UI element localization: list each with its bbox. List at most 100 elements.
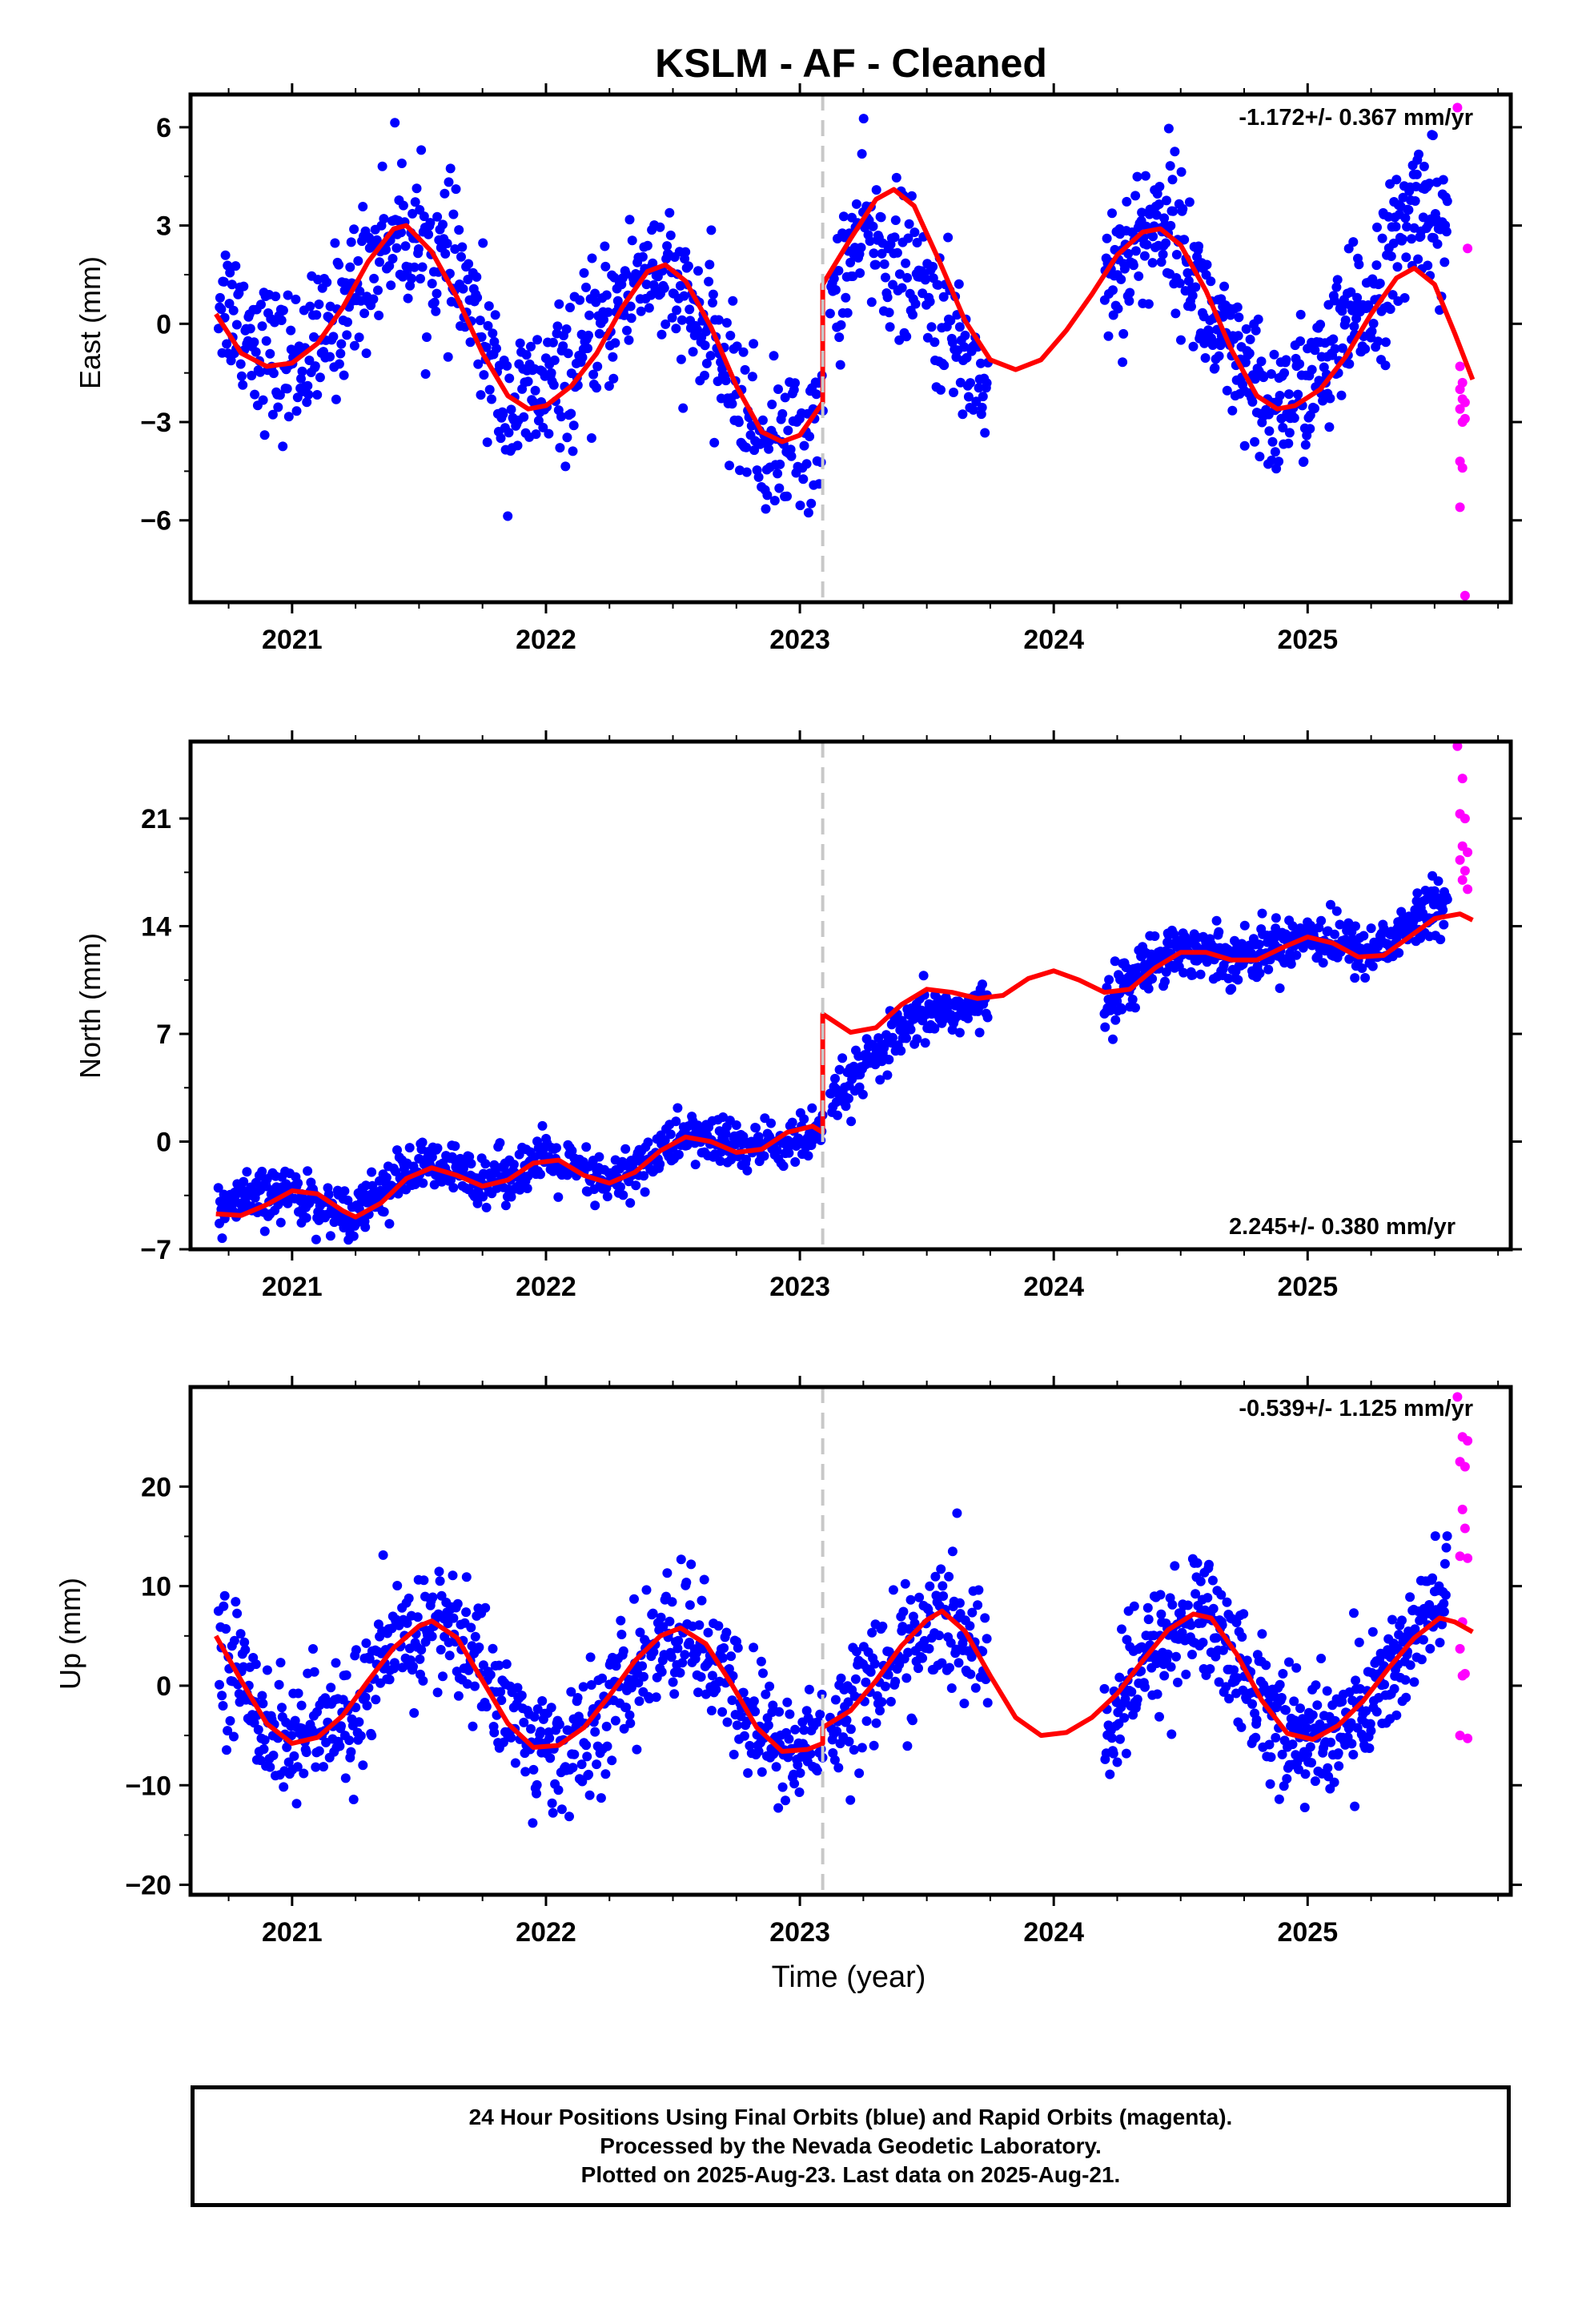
east-final-point bbox=[1310, 345, 1320, 356]
up-final-point bbox=[1108, 1748, 1118, 1759]
up-final-point bbox=[727, 1695, 737, 1706]
east-final-point bbox=[407, 273, 416, 283]
up-final-point bbox=[384, 1675, 395, 1685]
east-final-point bbox=[1295, 336, 1306, 346]
up-final-point bbox=[554, 1719, 564, 1730]
east-final-point bbox=[427, 279, 437, 289]
up-final-point bbox=[1278, 1669, 1288, 1679]
up-final-point bbox=[470, 1681, 480, 1691]
east-final-point bbox=[584, 310, 595, 320]
up-final-point bbox=[585, 1652, 596, 1663]
east-final-point bbox=[325, 352, 335, 362]
east-final-point bbox=[1161, 238, 1171, 248]
up-final-point bbox=[1251, 1715, 1262, 1725]
east-final-point bbox=[560, 461, 571, 472]
up-final-point bbox=[448, 1613, 459, 1623]
up-final-point bbox=[782, 1697, 793, 1707]
up-final-point bbox=[938, 1581, 948, 1591]
east-final-point bbox=[590, 288, 600, 299]
up-final-point bbox=[568, 1763, 578, 1773]
north-final-point bbox=[1147, 974, 1158, 984]
up-final-point bbox=[1214, 1677, 1224, 1687]
north-final-point bbox=[930, 1023, 940, 1034]
up-final-point bbox=[877, 1621, 888, 1631]
north-final-point bbox=[217, 1233, 227, 1244]
up-final-point bbox=[360, 1692, 371, 1703]
east-final-point bbox=[584, 330, 593, 340]
up-final-point bbox=[685, 1638, 695, 1647]
east-final-point bbox=[1259, 372, 1269, 383]
up-final-point bbox=[850, 1674, 861, 1684]
up-final-point bbox=[282, 1742, 292, 1752]
east-final-point bbox=[391, 243, 402, 253]
east-final-point bbox=[286, 325, 296, 336]
up-final-point bbox=[566, 1687, 576, 1697]
east-final-point bbox=[838, 211, 849, 222]
up-final-point bbox=[1152, 1689, 1162, 1699]
east-final-point bbox=[610, 338, 620, 348]
east-final-point bbox=[1130, 191, 1141, 201]
east-final-point bbox=[704, 276, 714, 287]
up-final-point bbox=[619, 1723, 629, 1734]
up-final-point bbox=[763, 1720, 773, 1731]
east-final-point bbox=[709, 437, 720, 448]
east-final-point bbox=[1414, 149, 1423, 159]
up-final-point bbox=[909, 1618, 920, 1629]
east-final-point bbox=[1139, 251, 1150, 261]
east-final-point bbox=[1368, 319, 1379, 328]
up-final-point bbox=[1323, 1771, 1334, 1782]
up-final-point bbox=[865, 1667, 876, 1677]
east-final-point bbox=[637, 251, 648, 262]
up-final-point bbox=[234, 1689, 244, 1699]
up-final-point bbox=[1121, 1748, 1131, 1759]
up-final-point bbox=[309, 1667, 319, 1677]
up-final-point bbox=[925, 1581, 935, 1591]
up-final-point bbox=[1105, 1769, 1115, 1779]
up-final-point bbox=[512, 1683, 523, 1693]
east-final-point bbox=[1407, 234, 1417, 244]
east-final-point bbox=[857, 149, 867, 159]
east-final-point bbox=[1360, 344, 1371, 354]
east-final-point bbox=[267, 409, 278, 420]
east-final-point bbox=[908, 310, 917, 320]
east-final-point bbox=[938, 292, 949, 302]
up-final-point bbox=[946, 1638, 956, 1648]
east-final-point bbox=[1170, 308, 1181, 319]
east-final-point bbox=[677, 315, 687, 325]
up-final-point bbox=[346, 1747, 356, 1757]
east-final-point bbox=[903, 233, 913, 243]
east-final-point bbox=[1397, 234, 1407, 244]
east-final-point bbox=[871, 185, 881, 195]
up-final-point bbox=[1154, 1711, 1164, 1722]
east-final-point bbox=[786, 451, 797, 461]
up-final-point bbox=[946, 1683, 957, 1693]
east-final-point bbox=[644, 303, 654, 313]
east-final-point bbox=[600, 261, 611, 271]
up-rapid-point bbox=[1460, 1462, 1470, 1472]
east-final-point bbox=[503, 511, 513, 521]
east-final-point bbox=[416, 274, 425, 283]
east-final-point bbox=[1202, 259, 1212, 270]
north-final-point bbox=[466, 1159, 476, 1169]
up-final-point bbox=[292, 1762, 303, 1772]
up-final-point bbox=[1350, 1801, 1360, 1811]
up-final-point bbox=[1282, 1774, 1292, 1784]
east-final-point bbox=[312, 390, 323, 400]
north-x-tick-label: 2021 bbox=[262, 1272, 323, 1302]
up-final-point bbox=[1265, 1779, 1275, 1789]
up-final-point bbox=[750, 1707, 761, 1717]
east-final-point bbox=[783, 425, 793, 436]
up-final-point bbox=[648, 1608, 658, 1618]
north-final-point bbox=[1351, 921, 1360, 931]
east-final-point bbox=[296, 373, 306, 384]
up-final-point bbox=[275, 1658, 286, 1668]
up-final-point bbox=[1170, 1561, 1180, 1571]
east-final-point bbox=[476, 332, 487, 342]
north-final-point bbox=[325, 1231, 335, 1241]
east-final-point bbox=[1234, 312, 1244, 323]
up-final-point bbox=[697, 1595, 707, 1606]
east-final-point bbox=[556, 412, 566, 422]
east-y-tick-label: −6 bbox=[140, 506, 171, 537]
east-final-point bbox=[790, 378, 800, 388]
up-final-point bbox=[1311, 1680, 1321, 1691]
